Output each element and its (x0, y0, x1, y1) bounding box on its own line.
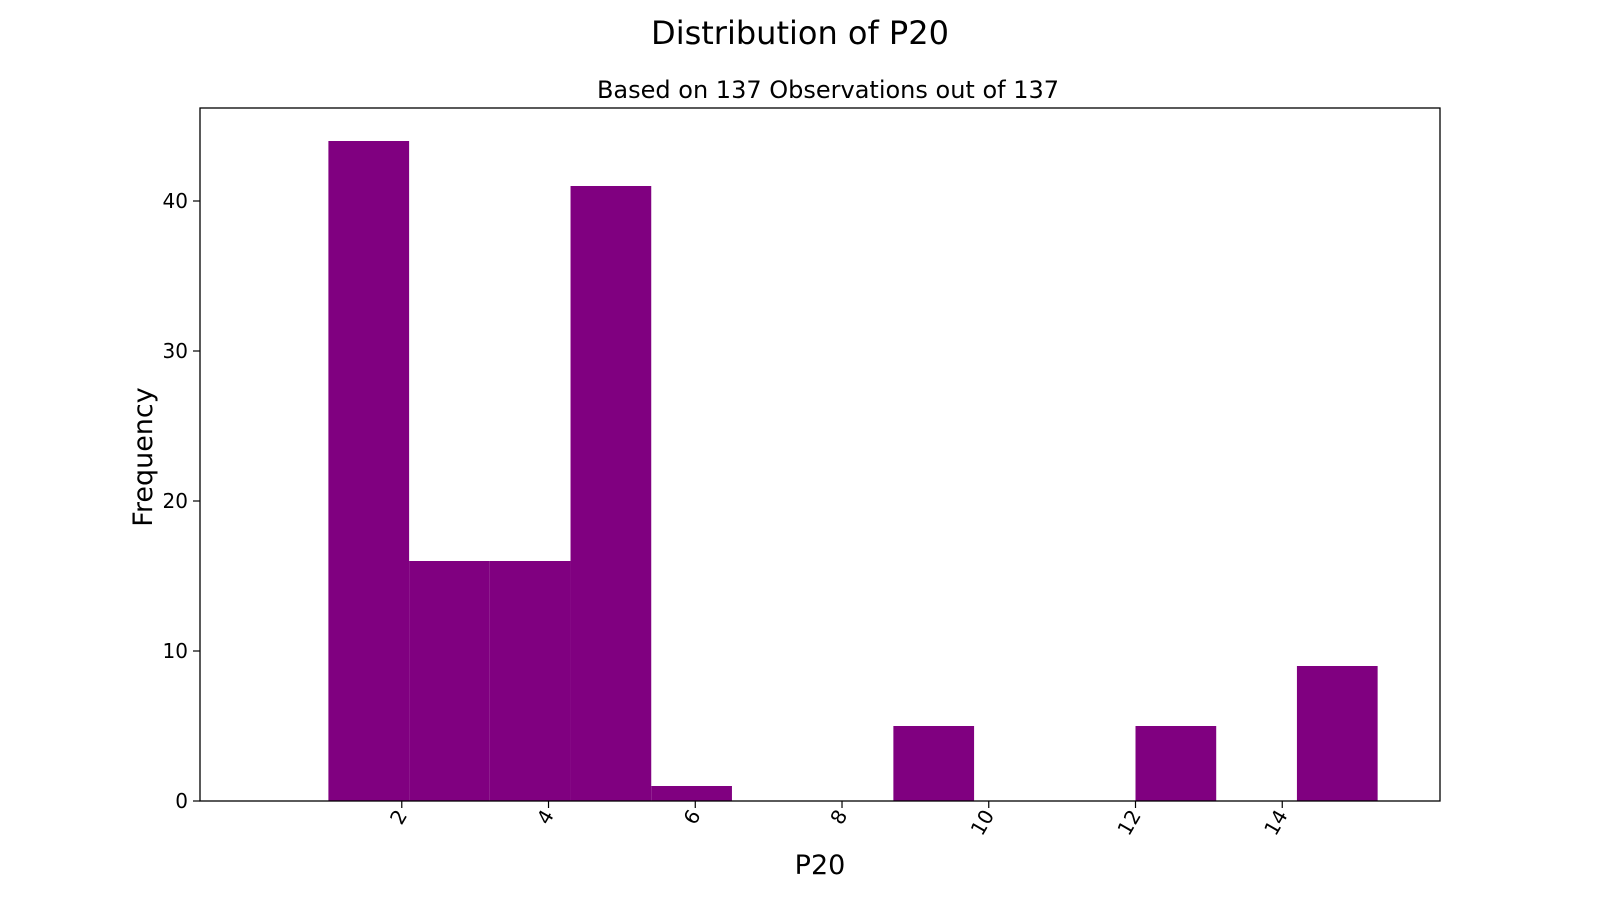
histogram-bar (328, 141, 410, 801)
chart-subtitle: Based on 137 Observations out of 137 (597, 76, 1059, 104)
y-axis-label: Frequency (128, 387, 159, 527)
x-tick-label: 8 (825, 806, 852, 829)
y-tick-label: 0 (175, 789, 188, 813)
histogram-bar (1135, 726, 1217, 801)
histogram-bar (489, 561, 571, 801)
y-tick-label: 10 (163, 639, 188, 663)
histogram-bar (409, 561, 490, 801)
y-axis-ticks: 0 10 20 30 40 (163, 189, 200, 813)
x-tick-label: 4 (532, 806, 559, 829)
histogram-bar (570, 186, 652, 801)
x-tick-label: 12 (1112, 806, 1146, 840)
x-tick-label: 6 (678, 806, 705, 829)
x-axis-label: P20 (795, 850, 846, 881)
y-tick-label: 20 (163, 489, 188, 513)
histogram-bar (651, 786, 732, 801)
x-axis-ticks: 2 4 6 8 10 12 14 (385, 801, 1293, 840)
histogram-bar (1296, 666, 1378, 801)
x-tick-label: 10 (966, 806, 1000, 840)
x-tick-label: 2 (385, 806, 412, 829)
plot-frame (199, 107, 1441, 802)
chart-title: Distribution of P20 (651, 14, 949, 52)
x-tick-label: 14 (1259, 806, 1293, 840)
histogram-bar (893, 726, 975, 801)
y-tick-label: 40 (163, 189, 188, 213)
y-tick-label: 30 (163, 339, 188, 363)
bars-layer (328, 141, 1378, 801)
